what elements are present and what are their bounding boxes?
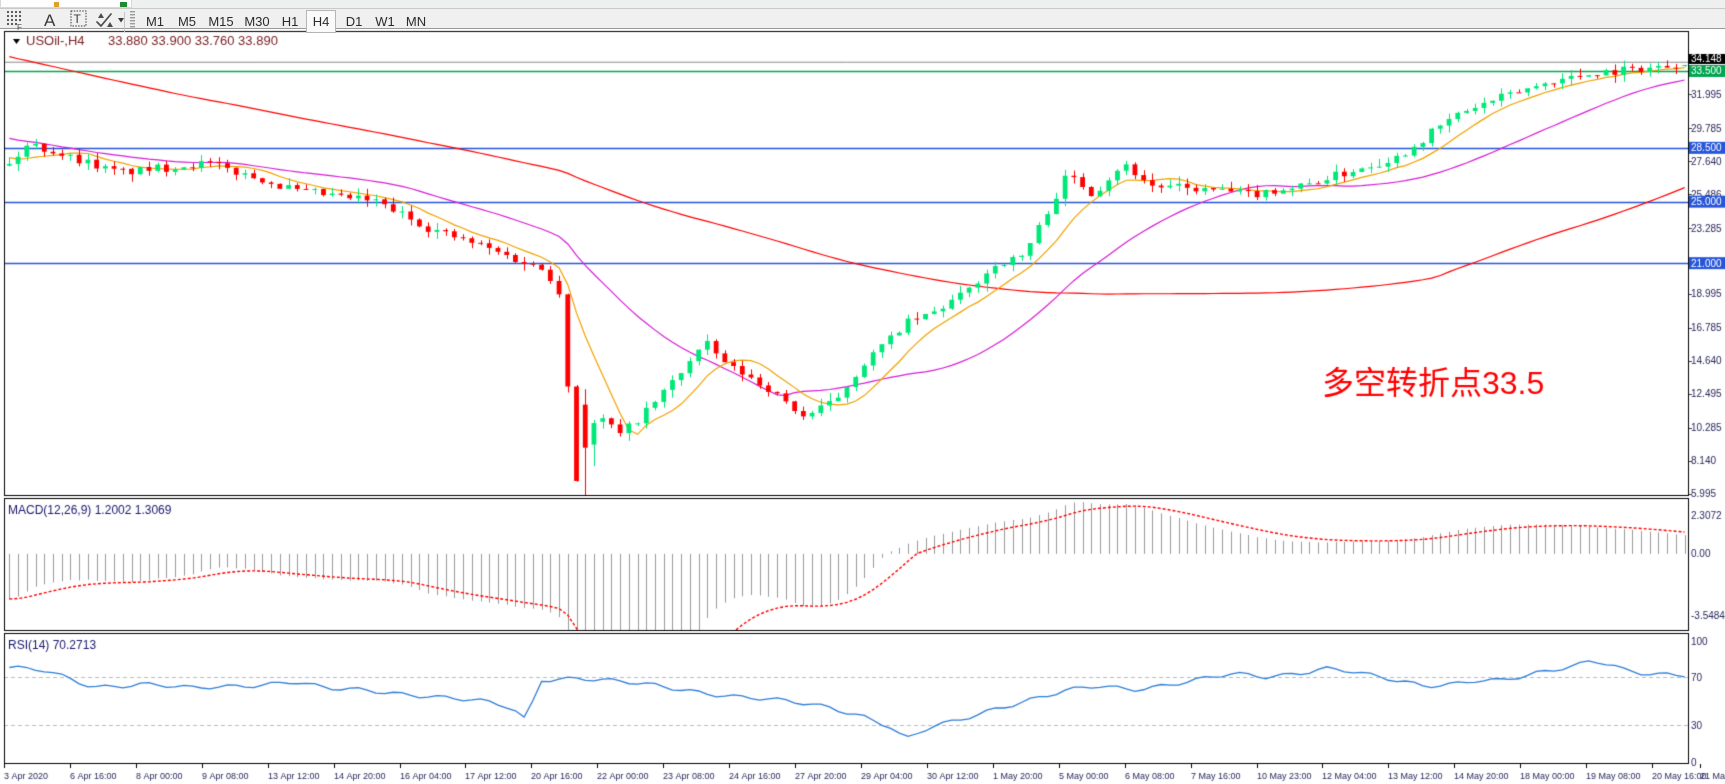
svg-text:A: A [44,11,56,30]
svg-text:T: T [74,12,82,26]
svg-text:F: F [17,23,22,30]
